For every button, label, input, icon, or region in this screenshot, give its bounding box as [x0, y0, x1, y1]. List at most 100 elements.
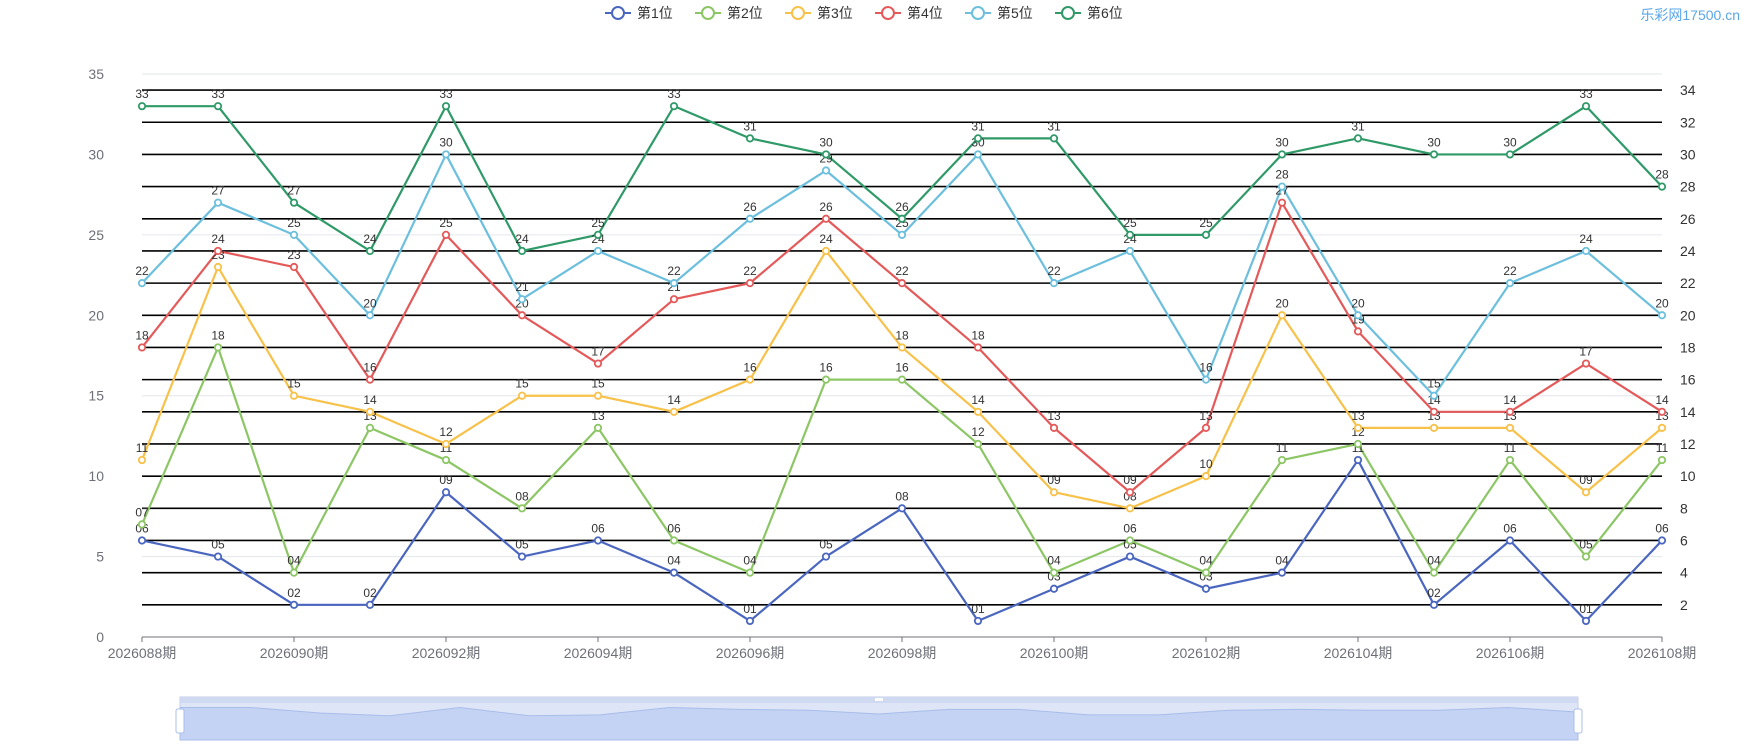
- data-point[interactable]: [441, 488, 451, 497]
- data-point[interactable]: [1201, 230, 1211, 239]
- data-point[interactable]: [745, 616, 755, 626]
- data-point[interactable]: [365, 375, 375, 384]
- zoom-slider-grip[interactable]: [875, 698, 883, 701]
- data-point[interactable]: [1125, 536, 1135, 545]
- data-point[interactable]: [1657, 407, 1667, 416]
- data-point[interactable]: [1353, 134, 1363, 143]
- data-point[interactable]: [593, 359, 603, 368]
- data-point[interactable]: [441, 230, 451, 239]
- data-point[interactable]: [897, 375, 907, 384]
- data-point[interactable]: [1581, 552, 1591, 561]
- data-point[interactable]: [1201, 375, 1211, 384]
- data-point[interactable]: [1125, 488, 1135, 497]
- data-point[interactable]: [973, 439, 983, 449]
- data-point[interactable]: [745, 375, 755, 384]
- data-point[interactable]: [821, 214, 831, 223]
- data-point[interactable]: [1505, 423, 1515, 432]
- legend-marker-icon[interactable]: [701, 6, 715, 20]
- data-point[interactable]: [213, 552, 223, 561]
- legend-label[interactable]: 第5位: [997, 5, 1033, 21]
- data-point[interactable]: [1657, 455, 1667, 465]
- data-point[interactable]: [1049, 568, 1059, 577]
- data-point[interactable]: [137, 102, 147, 111]
- data-point[interactable]: [365, 246, 375, 256]
- data-point[interactable]: [1277, 182, 1287, 191]
- data-point[interactable]: [289, 230, 299, 239]
- data-point[interactable]: [897, 504, 907, 513]
- data-point[interactable]: [137, 520, 147, 529]
- data-point[interactable]: [897, 230, 907, 239]
- data-point[interactable]: [1049, 584, 1059, 593]
- data-point[interactable]: [441, 102, 451, 111]
- data-point[interactable]: [593, 536, 603, 545]
- data-point[interactable]: [137, 536, 147, 545]
- legend-marker-icon[interactable]: [1061, 6, 1075, 20]
- legend-label[interactable]: 第3位: [817, 5, 853, 21]
- data-point[interactable]: [1429, 568, 1439, 577]
- data-point[interactable]: [1353, 455, 1363, 465]
- legend-marker-icon[interactable]: [881, 6, 895, 20]
- data-point[interactable]: [1125, 230, 1135, 239]
- data-point[interactable]: [973, 616, 983, 626]
- data-point[interactable]: [213, 198, 223, 207]
- data-point[interactable]: [441, 150, 451, 159]
- legend-label[interactable]: 第1位: [637, 5, 673, 21]
- data-point[interactable]: [213, 246, 223, 256]
- data-point[interactable]: [1505, 150, 1515, 159]
- data-point[interactable]: [821, 166, 831, 175]
- data-point[interactable]: [1201, 423, 1211, 432]
- data-point[interactable]: [593, 423, 603, 432]
- legend-label[interactable]: 第4位: [907, 5, 943, 21]
- data-point[interactable]: [1429, 600, 1439, 609]
- data-point[interactable]: [669, 568, 679, 577]
- data-point[interactable]: [1505, 407, 1515, 416]
- data-point[interactable]: [289, 198, 299, 207]
- data-point[interactable]: [973, 150, 983, 159]
- data-point[interactable]: [897, 279, 907, 288]
- data-point[interactable]: [1429, 423, 1439, 432]
- data-point[interactable]: [137, 455, 147, 465]
- zoom-handle-right[interactable]: [1573, 708, 1583, 734]
- data-point[interactable]: [821, 375, 831, 384]
- data-point[interactable]: [745, 134, 755, 143]
- data-point[interactable]: [1049, 279, 1059, 288]
- data-point[interactable]: [441, 439, 451, 449]
- data-point[interactable]: [1277, 311, 1287, 320]
- data-point[interactable]: [669, 102, 679, 111]
- data-point[interactable]: [1125, 552, 1135, 561]
- data-point[interactable]: [1201, 568, 1211, 577]
- data-point[interactable]: [289, 262, 299, 272]
- data-point[interactable]: [1353, 439, 1363, 449]
- data-point[interactable]: [1277, 198, 1287, 207]
- data-point[interactable]: [745, 568, 755, 577]
- data-point[interactable]: [1277, 568, 1287, 577]
- data-point[interactable]: [1657, 182, 1667, 191]
- data-point[interactable]: [365, 600, 375, 609]
- data-point[interactable]: [1657, 423, 1667, 432]
- data-point[interactable]: [821, 552, 831, 561]
- data-point[interactable]: [821, 150, 831, 159]
- data-point[interactable]: [1429, 150, 1439, 159]
- data-point[interactable]: [289, 391, 299, 400]
- data-point[interactable]: [517, 504, 527, 513]
- data-point[interactable]: [973, 407, 983, 416]
- data-point[interactable]: [669, 536, 679, 545]
- data-point[interactable]: [593, 391, 603, 400]
- data-point[interactable]: [1429, 391, 1439, 400]
- data-point[interactable]: [517, 246, 527, 256]
- data-point[interactable]: [973, 134, 983, 143]
- data-point[interactable]: [441, 455, 451, 465]
- data-point[interactable]: [1505, 455, 1515, 465]
- data-point[interactable]: [1657, 536, 1667, 545]
- data-point[interactable]: [593, 246, 603, 256]
- data-point[interactable]: [365, 423, 375, 432]
- data-point[interactable]: [213, 102, 223, 111]
- data-point[interactable]: [745, 279, 755, 288]
- data-point[interactable]: [289, 600, 299, 609]
- zoom-handle-left[interactable]: [175, 708, 185, 734]
- data-point[interactable]: [1201, 584, 1211, 593]
- data-point[interactable]: [517, 391, 527, 400]
- data-point[interactable]: [1505, 536, 1515, 545]
- data-point[interactable]: [669, 279, 679, 288]
- data-point[interactable]: [1049, 134, 1059, 143]
